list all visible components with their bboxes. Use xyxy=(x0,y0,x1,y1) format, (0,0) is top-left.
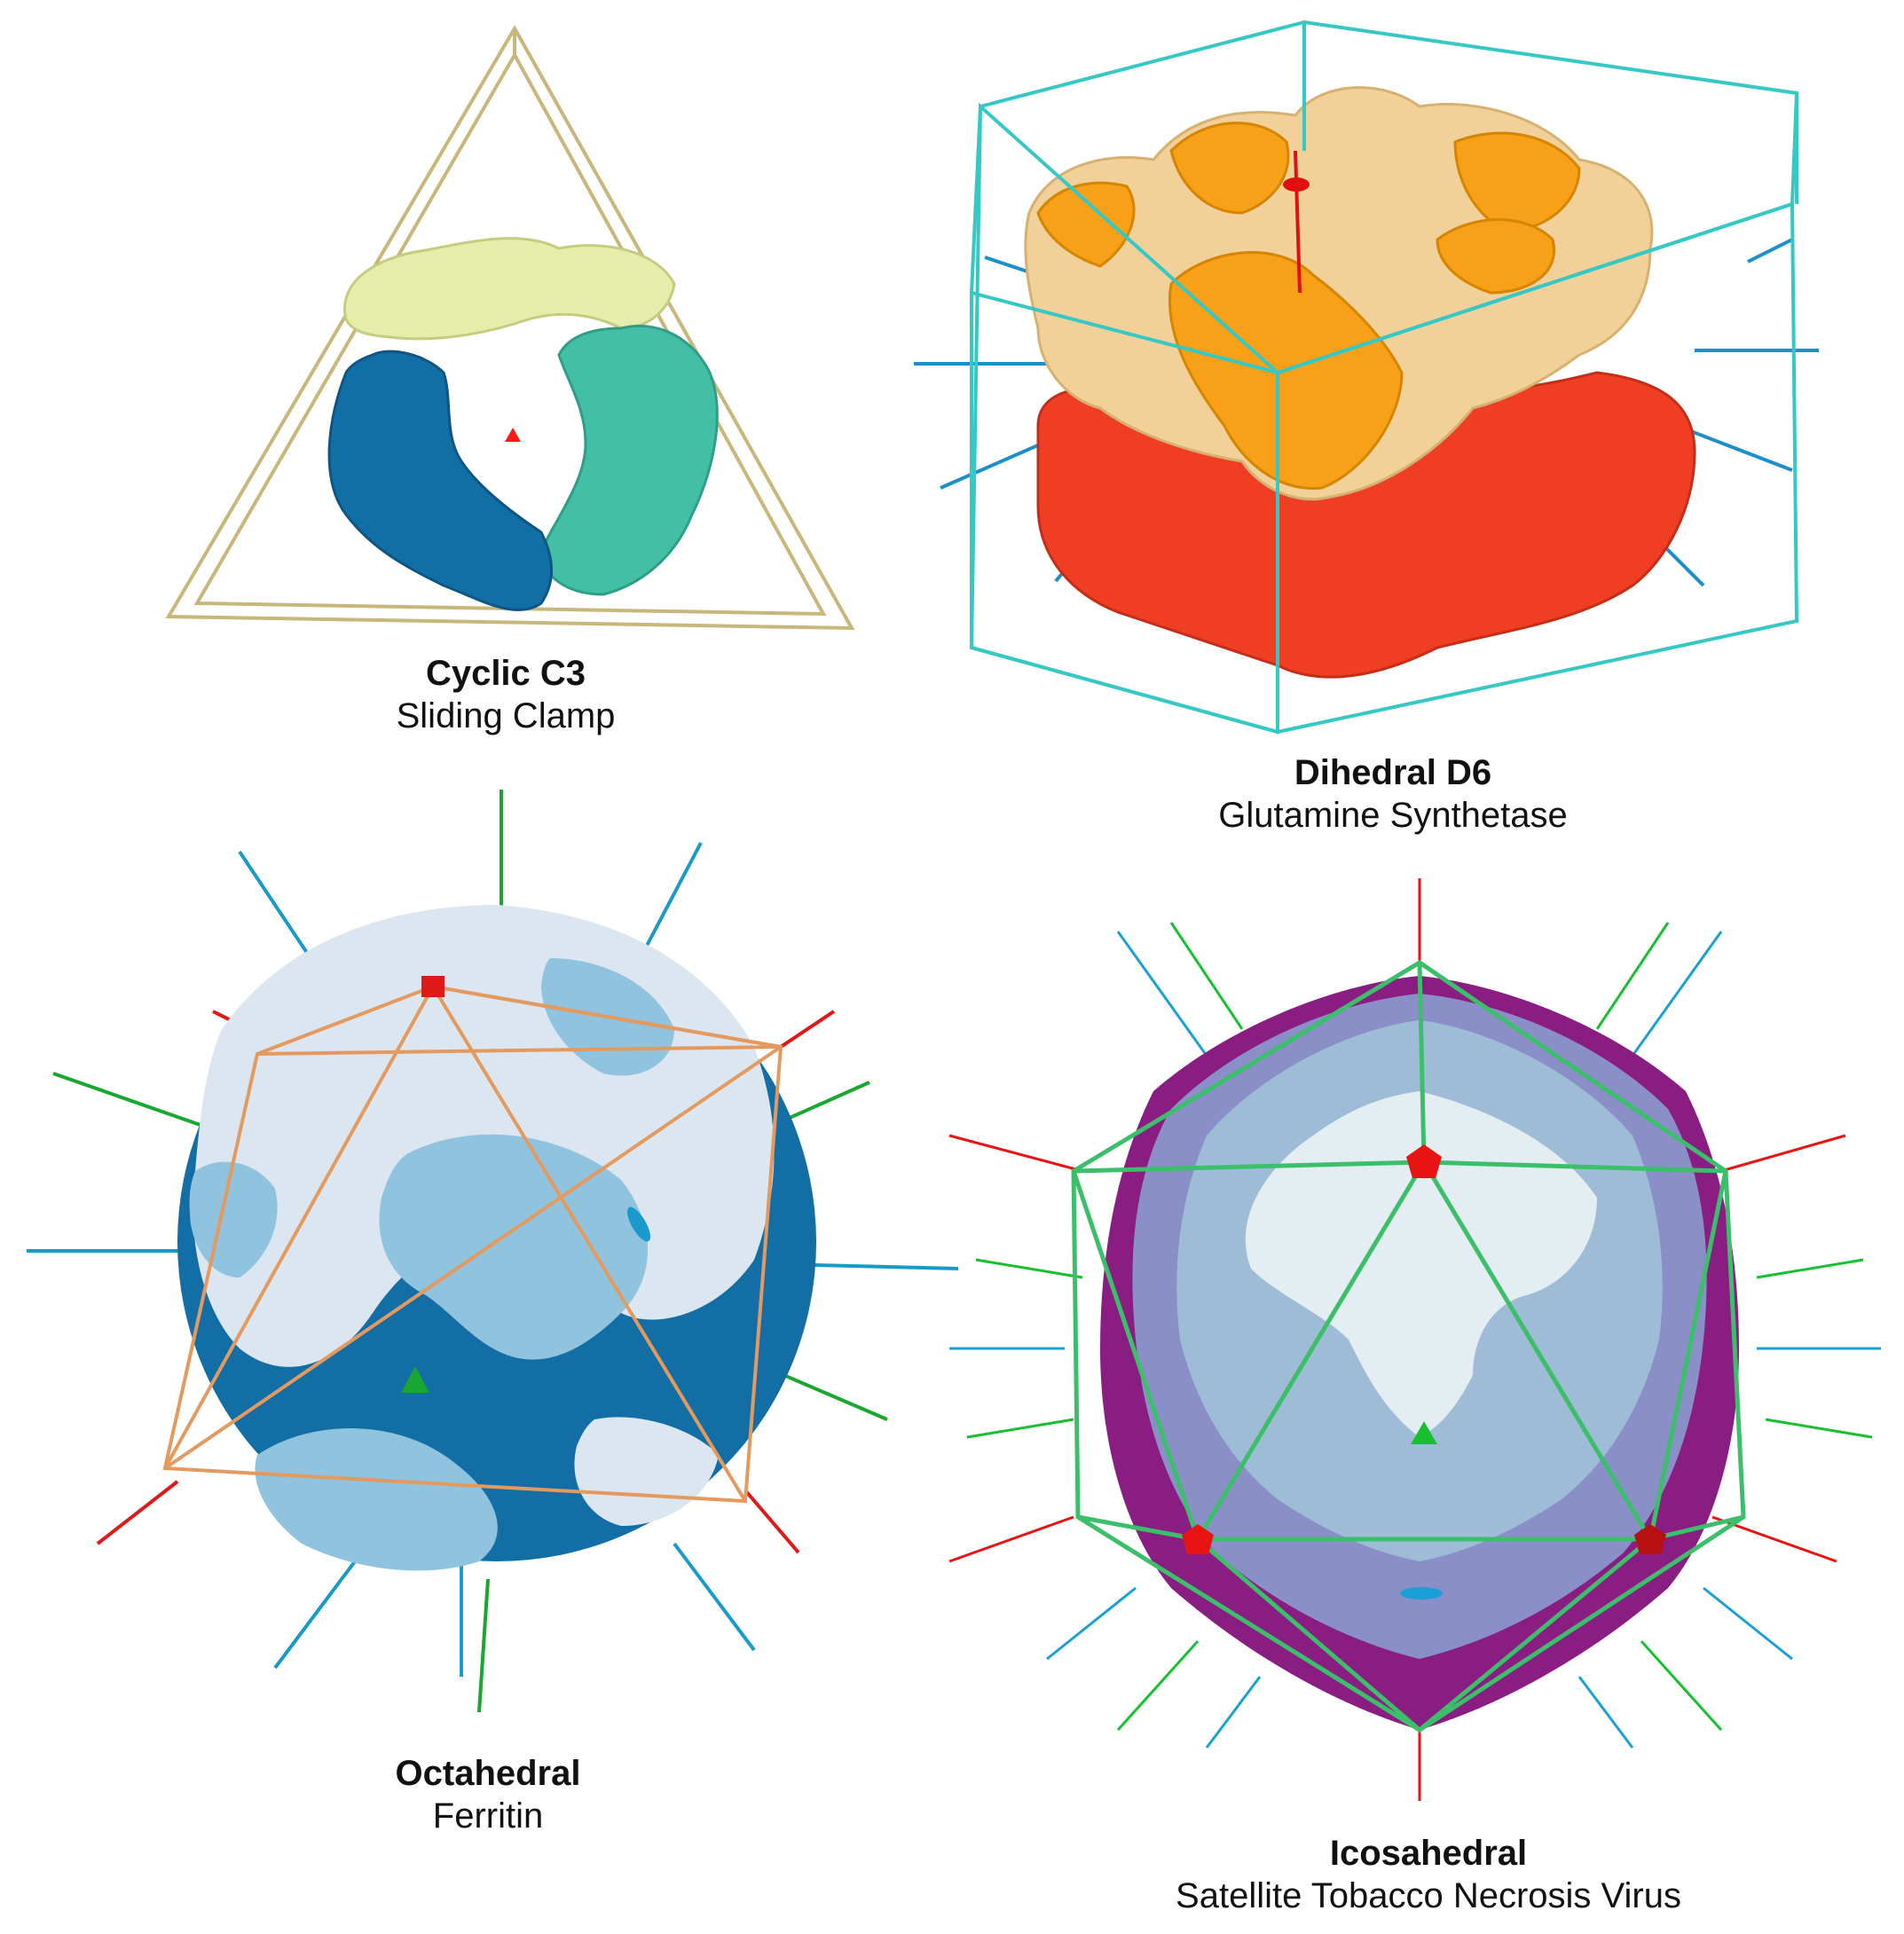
symmetry-axes xyxy=(948,878,1881,1801)
subunit-blue xyxy=(327,350,554,611)
symmetry-label: Icosahedral xyxy=(1329,1834,1528,1873)
three-fold-axis-icon xyxy=(401,1366,429,1393)
dihedral-d6-figure xyxy=(914,20,1819,735)
three-fold-axis-icon xyxy=(1411,1421,1437,1444)
cyclic-c3-figure xyxy=(165,24,855,631)
subunit-yellow xyxy=(343,237,676,341)
protein-label: Ferritin xyxy=(432,1796,544,1836)
icosahedron-frame xyxy=(1071,960,1746,1733)
panel-cyclic-c3: Cyclic C3 Sliding Clamp xyxy=(142,18,869,745)
five-fold-axis-icon-left xyxy=(1182,1524,1214,1554)
four-fold-axis-icon xyxy=(421,976,445,997)
hexagonal-prism-frame xyxy=(969,20,1799,735)
protein-label: Glutamine Synthetase xyxy=(1218,796,1568,835)
six-fold-axis xyxy=(1283,150,1310,294)
caption-octahedral: Octahedral Ferritin xyxy=(275,1752,701,1837)
two-fold-axis-icon xyxy=(627,1207,650,1242)
symmetry-label: Cyclic C3 xyxy=(425,654,586,693)
panel-icosahedral: Icosahedral Satellite Tobacco Necrosis V… xyxy=(940,878,1899,1934)
octahedron-frame xyxy=(162,984,783,1504)
hexagon-axis-icon xyxy=(1283,177,1310,192)
caption-icosahedral: Icosahedral Satellite Tobacco Necrosis V… xyxy=(1100,1832,1757,1917)
ring-top xyxy=(1024,86,1654,501)
panel-dihedral-d6: Dihedral D6 Glutamine Synthetase xyxy=(905,9,1881,843)
virus-capsid xyxy=(1100,976,1739,1730)
symmetry-label: Dihedral D6 xyxy=(1294,753,1492,792)
ferritin-shell xyxy=(177,905,816,1571)
symmetry-label: Octahedral xyxy=(395,1754,581,1793)
three-fold-axis-icon xyxy=(505,428,521,442)
two-fold-axis-icon xyxy=(1400,1587,1443,1600)
octahedral-figure xyxy=(27,790,959,1713)
panel-octahedral: Octahedral Ferritin xyxy=(18,781,976,1854)
caption-dihedral-d6: Dihedral D6 Glutamine Synthetase xyxy=(1074,751,1712,837)
protein-label: Sliding Clamp xyxy=(396,696,616,735)
five-fold-axis-icon-right xyxy=(1634,1524,1666,1554)
protein-label: Satellite Tobacco Necrosis Virus xyxy=(1176,1876,1681,1915)
caption-cyclic-c3: Cyclic C3 Sliding Clamp xyxy=(319,652,692,737)
five-fold-axis-icon xyxy=(1406,1144,1442,1178)
subunit-teal xyxy=(539,324,719,596)
icosahedral-figure xyxy=(948,878,1881,1801)
